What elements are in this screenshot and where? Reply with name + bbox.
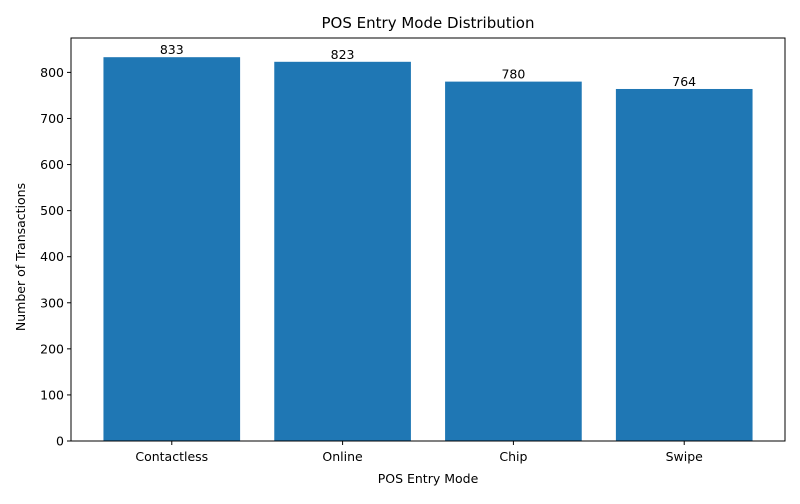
y-tick-label: 800: [40, 65, 64, 80]
data-label-online: 823: [331, 47, 355, 62]
data-label-chip: 780: [501, 67, 525, 82]
x-axis: Contactless Online Chip Swipe: [135, 441, 703, 464]
y-tick-label: 0: [56, 434, 64, 449]
x-tick-label: Swipe: [666, 449, 704, 464]
x-tick-label: Online: [322, 449, 363, 464]
data-labels-layer: 833 823 780 764: [160, 42, 696, 89]
y-axis: 0 100 200 300 400 500 600 700 800: [40, 65, 71, 449]
plot-frame: [70, 37, 786, 442]
data-label-contactless: 833: [160, 42, 184, 57]
x-tick-label: Contactless: [135, 449, 208, 464]
bar-contactless: [103, 57, 241, 441]
y-tick-label: 500: [40, 203, 64, 218]
bars-layer: [103, 57, 753, 442]
bar-chip: [445, 81, 582, 441]
data-label-swipe: 764: [672, 74, 696, 89]
chart-title: POS Entry Mode Distribution: [322, 14, 535, 32]
y-tick-label: 400: [40, 249, 64, 264]
x-axis-title: POS Entry Mode: [378, 471, 479, 486]
y-tick-label: 300: [40, 295, 64, 310]
y-tick-label: 100: [40, 387, 64, 402]
y-tick-label: 600: [40, 157, 64, 172]
y-axis-title: Number of Transactions: [13, 183, 28, 331]
y-tick-label: 700: [40, 111, 64, 126]
x-tick-label: Chip: [499, 449, 527, 464]
bar-online: [274, 61, 411, 441]
y-tick-label: 200: [40, 341, 64, 356]
bar-swipe: [615, 88, 753, 442]
